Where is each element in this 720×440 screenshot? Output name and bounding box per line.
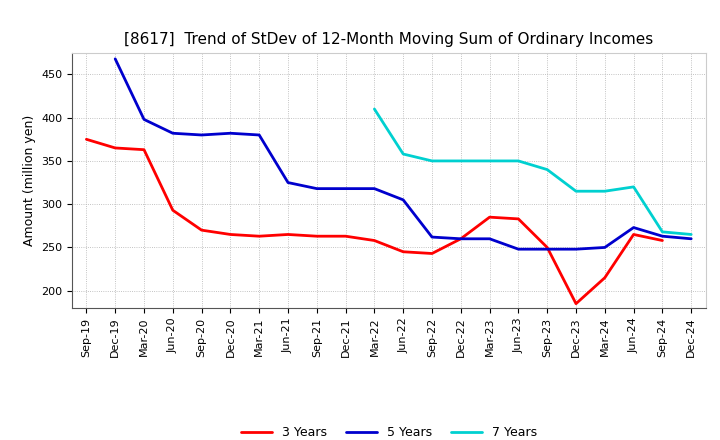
3 Years <box>140 147 148 152</box>
5 Years <box>658 234 667 239</box>
3 Years <box>485 215 494 220</box>
7 Years <box>572 189 580 194</box>
5 Years <box>428 235 436 240</box>
7 Years <box>514 158 523 164</box>
5 Years <box>255 132 264 138</box>
5 Years <box>629 225 638 230</box>
3 Years <box>428 251 436 256</box>
3 Years <box>572 301 580 306</box>
3 Years <box>399 249 408 254</box>
3 Years <box>658 238 667 243</box>
3 Years <box>111 145 120 150</box>
5 Years <box>370 186 379 191</box>
Line: 3 Years: 3 Years <box>86 139 662 304</box>
5 Years <box>399 197 408 202</box>
5 Years <box>168 131 177 136</box>
7 Years <box>485 158 494 164</box>
3 Years <box>600 275 609 280</box>
5 Years <box>111 56 120 62</box>
3 Years <box>226 232 235 237</box>
7 Years <box>687 232 696 237</box>
5 Years <box>600 245 609 250</box>
5 Years <box>140 117 148 122</box>
3 Years <box>629 232 638 237</box>
5 Years <box>226 131 235 136</box>
3 Years <box>197 227 206 233</box>
5 Years <box>687 236 696 242</box>
7 Years <box>600 189 609 194</box>
7 Years <box>428 158 436 164</box>
5 Years <box>197 132 206 138</box>
3 Years <box>370 238 379 243</box>
5 Years <box>543 246 552 252</box>
7 Years <box>456 158 465 164</box>
Y-axis label: Amount (million yen): Amount (million yen) <box>22 115 35 246</box>
5 Years <box>312 186 321 191</box>
5 Years <box>284 180 292 185</box>
5 Years <box>341 186 350 191</box>
7 Years <box>543 167 552 172</box>
3 Years <box>312 234 321 239</box>
7 Years <box>399 151 408 157</box>
5 Years <box>485 236 494 242</box>
3 Years <box>543 245 552 250</box>
5 Years <box>514 246 523 252</box>
7 Years <box>370 106 379 112</box>
7 Years <box>658 229 667 235</box>
Title: [8617]  Trend of StDev of 12-Month Moving Sum of Ordinary Incomes: [8617] Trend of StDev of 12-Month Moving… <box>124 33 654 48</box>
3 Years <box>456 236 465 242</box>
7 Years <box>629 184 638 190</box>
3 Years <box>255 234 264 239</box>
5 Years <box>572 246 580 252</box>
3 Years <box>514 216 523 221</box>
Line: 5 Years: 5 Years <box>115 59 691 249</box>
3 Years <box>82 137 91 142</box>
Line: 7 Years: 7 Years <box>374 109 691 235</box>
3 Years <box>341 234 350 239</box>
5 Years <box>456 236 465 242</box>
Legend: 3 Years, 5 Years, 7 Years: 3 Years, 5 Years, 7 Years <box>235 422 542 440</box>
3 Years <box>168 208 177 213</box>
3 Years <box>284 232 292 237</box>
